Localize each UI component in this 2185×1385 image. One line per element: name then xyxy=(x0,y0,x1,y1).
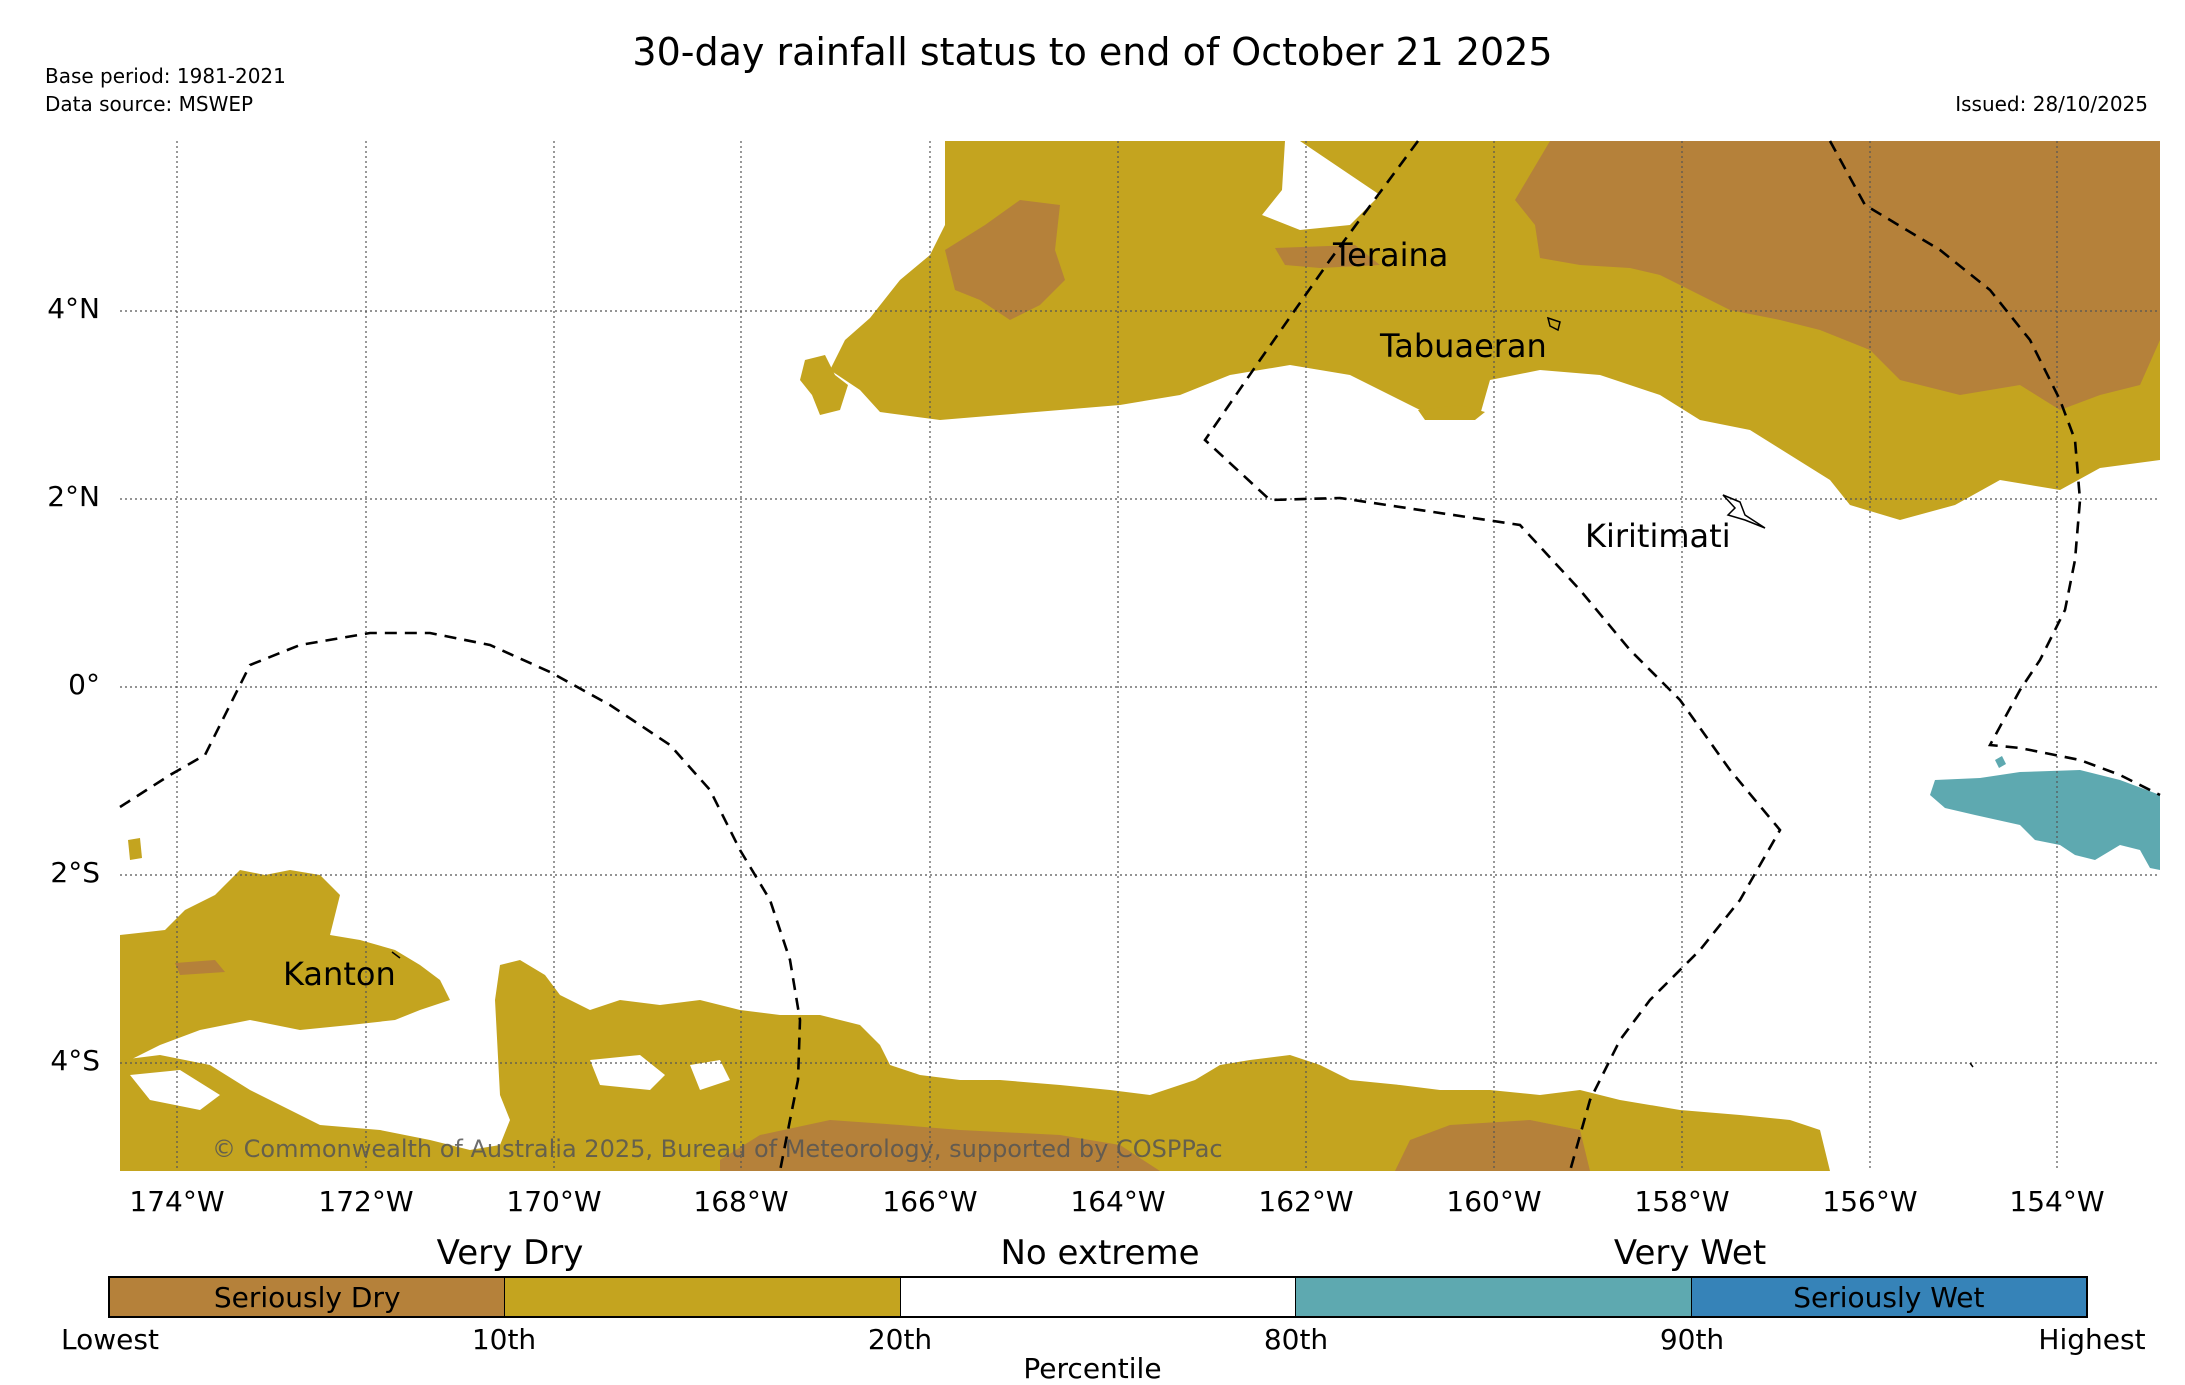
seriously-dry-patch-central xyxy=(1275,245,1380,268)
legend-group-very-dry: Very Dry xyxy=(436,1233,584,1273)
legend-tick-80th: 80th xyxy=(1263,1323,1329,1356)
lon-label-170w: 170°W xyxy=(506,1185,602,1218)
issued-date-text: Issued: 28/10/2025 xyxy=(1955,92,2148,116)
graticule xyxy=(120,141,2160,1171)
eez-boundaries xyxy=(119,140,2161,1172)
legend-axis-label: Percentile xyxy=(1023,1352,1162,1385)
very-wet-region-east xyxy=(1930,770,2160,870)
lon-label-160w: 160°W xyxy=(1446,1185,1542,1218)
place-label-kiritimati: Kiritimati xyxy=(1585,517,1731,555)
legend-tick-10th: 10th xyxy=(471,1323,537,1356)
lon-label-162w: 162°W xyxy=(1258,1185,1354,1218)
legend-cell-seriously-wet: Seriously Wet xyxy=(1691,1278,2087,1316)
lon-label-156w: 156°W xyxy=(1822,1185,1918,1218)
lat-label-2n: 2°N xyxy=(47,480,100,513)
legend-cell-seriously-dry: Seriously Dry xyxy=(110,1278,506,1316)
lon-label-154w: 154°W xyxy=(2009,1185,2105,1218)
small-island-south xyxy=(1969,1062,1974,1068)
eez-line-east xyxy=(1828,140,2161,797)
seriously-dry-region-north xyxy=(1515,141,2160,410)
rainfall-shading xyxy=(120,141,2160,1171)
copyright-text: © Commonwealth of Australia 2025, Bureau… xyxy=(212,1135,1223,1163)
islands xyxy=(391,316,1974,1068)
seriously-dry-region-south-2 xyxy=(1395,1120,1590,1171)
legend-cell-very-dry xyxy=(505,1278,901,1316)
tabuaeran-island xyxy=(1546,316,1561,332)
legend-tick-highest: Highest xyxy=(2038,1323,2146,1356)
map-title: 30-day rainfall status to end of October… xyxy=(632,30,1553,74)
lat-label-0: 0° xyxy=(68,668,100,701)
very-dry-islet-south xyxy=(1418,405,1485,420)
no-extreme-hole-1 xyxy=(590,1055,665,1090)
place-label-kanton: Kanton xyxy=(283,955,396,993)
very-dry-region-southwest xyxy=(120,870,450,1060)
legend-group-no-extreme: No extreme xyxy=(1000,1233,1200,1273)
legend-tick-90th: 90th xyxy=(1659,1323,1725,1356)
legend-tick-lowest: Lowest xyxy=(61,1323,159,1356)
no-extreme-hole-3 xyxy=(130,1070,220,1110)
legend-cell-no-extreme xyxy=(900,1278,1297,1316)
place-label-tabuaeran: Tabuaeran xyxy=(1380,327,1547,365)
legend-group-very-wet: Very Wet xyxy=(1613,1233,1767,1273)
lat-label-2s: 2°S xyxy=(50,856,100,889)
lon-label-168w: 168°W xyxy=(693,1185,789,1218)
seriously-dry-patch-kanton xyxy=(175,960,225,975)
eez-line-islands xyxy=(1203,140,1782,1172)
kiritimati-island xyxy=(1722,494,1766,529)
lon-label-158w: 158°W xyxy=(1634,1185,1730,1218)
lon-label-172w: 172°W xyxy=(318,1185,414,1218)
no-extreme-hole-2 xyxy=(690,1060,730,1090)
place-label-teraina: Teraina xyxy=(1333,236,1449,274)
lon-label-174w: 174°W xyxy=(129,1185,225,1218)
seriously-dry-region-south-1 xyxy=(720,1120,1160,1171)
very-dry-islet-west xyxy=(800,355,848,415)
very-dry-region-south xyxy=(120,960,1830,1171)
very-dry-islet-far-west xyxy=(128,838,142,860)
legend-tick-20th: 20th xyxy=(867,1323,933,1356)
legend-colorbar: Seriously Dry Seriously Wet xyxy=(108,1276,2088,1318)
lat-label-4s: 4°S xyxy=(50,1044,100,1077)
kanton-island xyxy=(391,951,401,959)
legend-cell-very-wet xyxy=(1296,1278,1692,1316)
legend-cell-label: Seriously Wet xyxy=(1793,1280,1985,1314)
lat-label-4n: 4°N xyxy=(47,292,100,325)
lon-label-164w: 164°W xyxy=(1070,1185,1166,1218)
eez-line-phoenix xyxy=(119,631,802,1172)
very-wet-dot xyxy=(1995,756,2006,768)
lon-label-166w: 166°W xyxy=(882,1185,978,1218)
seriously-dry-patch-west xyxy=(945,200,1065,320)
data-source-text: Data source: MSWEP xyxy=(45,92,254,116)
legend-cell-label: Seriously Dry xyxy=(213,1280,401,1314)
base-period-text: Base period: 1981-2021 xyxy=(45,64,286,88)
